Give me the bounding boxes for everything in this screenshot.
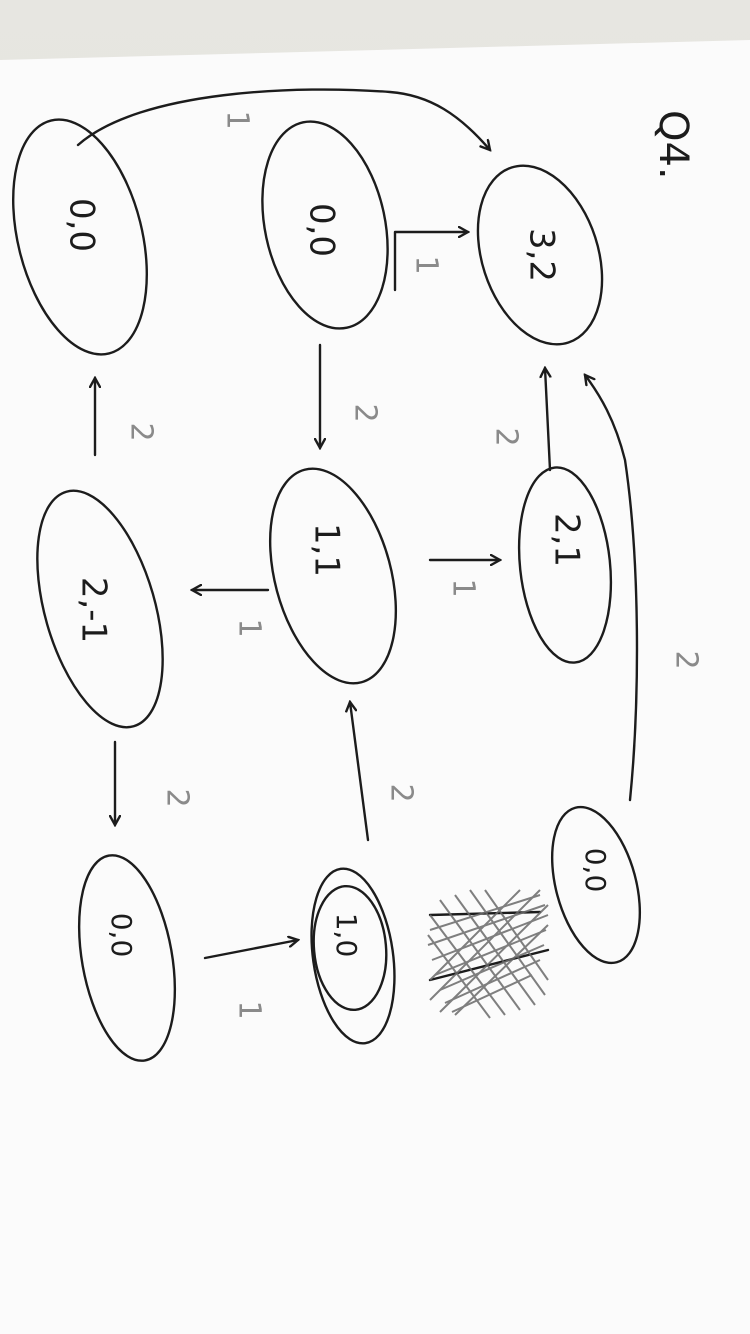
node-1-1-label: 1,1 xyxy=(307,523,347,577)
edge-label-h-e: 2 xyxy=(384,783,419,802)
node-0-0-right-label: 0,0 xyxy=(579,848,612,893)
edge-g-a xyxy=(585,375,639,802)
edge-label-f-c: 2 xyxy=(124,422,159,441)
node-1-1: 1,1 xyxy=(268,467,398,685)
node-1-0-label: 1,0 xyxy=(330,913,363,958)
edge-label-e-f: 1 xyxy=(232,618,267,637)
node-3-2: 3,2 xyxy=(476,164,604,346)
question-label: Q4. xyxy=(650,110,696,180)
edge-label-d-a: 2 xyxy=(489,427,524,446)
edge-label-g-a: 2 xyxy=(669,650,704,669)
edge-c-a xyxy=(76,88,490,150)
edge-label-f-i: 2 xyxy=(160,788,195,807)
node-3-2-label: 3,2 xyxy=(522,228,562,282)
node-2-minus-1: 2,-1 xyxy=(36,489,164,729)
node-0-0-top-left: 0,0 xyxy=(12,118,148,356)
node-1-0: 1,0 xyxy=(310,867,396,1045)
edge-label-b-a: 1 xyxy=(409,255,444,274)
edge-label-i-h: 1 xyxy=(232,1000,267,1019)
node-0-0-bottom-left-label: 0,0 xyxy=(105,913,138,958)
edge-i-h xyxy=(203,940,298,960)
scribble-strike xyxy=(427,889,549,1019)
node-2-1-label: 2,1 xyxy=(547,513,587,567)
node-2-minus-1-label: 2,-1 xyxy=(74,577,114,643)
edge-b-a xyxy=(393,232,468,292)
node-0-0-right: 0,0 xyxy=(550,805,642,965)
node-0-0-bottom-left: 0,0 xyxy=(77,854,177,1062)
edge-label-c-a: 1 xyxy=(220,110,255,129)
node-2-1: 2,1 xyxy=(517,466,613,664)
edge-h-g-crossed xyxy=(428,948,550,982)
edge-d-a xyxy=(545,368,550,472)
edge-label-b-e: 2 xyxy=(348,403,383,422)
node-0-0-top-left-label: 0,0 xyxy=(62,198,102,252)
edge-label-e-d: 1 xyxy=(446,578,481,597)
node-0-0-top-middle: 0,0 xyxy=(261,120,389,330)
node-0-0-top-middle-label: 0,0 xyxy=(302,203,342,257)
edge-h-e xyxy=(350,702,370,842)
